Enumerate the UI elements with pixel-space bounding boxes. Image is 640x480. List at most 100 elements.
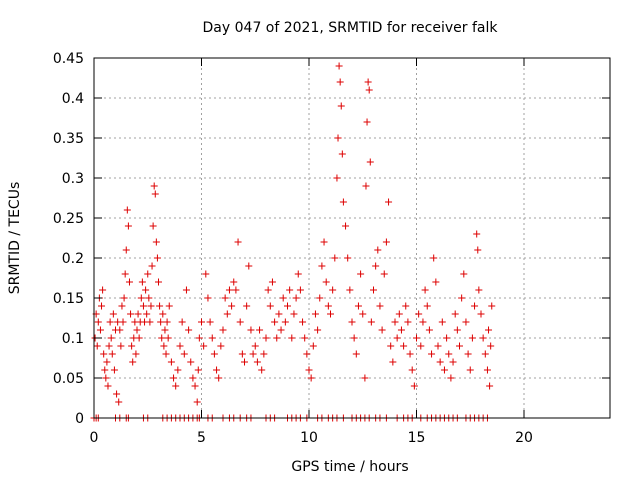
data-point (421, 286, 429, 294)
data-point (273, 334, 281, 342)
data-point (456, 342, 463, 350)
data-point (107, 334, 115, 342)
data-point (238, 350, 246, 358)
data-point (434, 342, 442, 350)
x-tick-label: 0 (90, 430, 99, 446)
data-point (251, 342, 259, 350)
data-point (215, 374, 223, 382)
data-point (258, 366, 266, 374)
data-point (464, 350, 472, 358)
data-point (129, 358, 137, 366)
data-point (98, 302, 106, 310)
data-point (185, 326, 193, 334)
data-point (466, 366, 474, 374)
data-point (385, 198, 393, 206)
data-point (178, 318, 186, 326)
data-point (423, 302, 431, 310)
data-point (119, 318, 127, 326)
data-point (348, 318, 356, 326)
data-point (410, 382, 418, 390)
data-point (415, 310, 423, 318)
axis-ticks: 0 0.05 0.1 0.15 0.2 0.25 0.3 0.35 0.4 0.45 0 5 10 15 2… (53, 51, 610, 446)
data-point (342, 222, 350, 230)
data-point (253, 358, 261, 366)
data-point (487, 342, 495, 350)
data-point (210, 350, 218, 358)
data-point (271, 318, 279, 326)
data-point (443, 334, 451, 342)
data-point (354, 302, 362, 310)
data-point (104, 382, 112, 390)
data-point (318, 262, 326, 270)
data-point (337, 102, 345, 110)
data-point (153, 254, 161, 262)
data-point (206, 318, 214, 326)
data-point (370, 286, 377, 294)
plot-area (90, 62, 496, 422)
data-point (146, 318, 154, 326)
data-point (187, 358, 195, 366)
data-point (327, 310, 334, 318)
data-point (102, 374, 110, 382)
x-tick-label: 5 (197, 430, 206, 446)
data-point (365, 86, 373, 94)
data-point (145, 294, 153, 302)
data-point (180, 350, 188, 358)
data-point (133, 326, 141, 334)
data-point (309, 342, 317, 350)
data-point (120, 294, 128, 302)
y-tick-label: 0 (75, 411, 84, 427)
data-point (109, 310, 117, 318)
data-point (331, 254, 339, 262)
data-point (189, 374, 197, 382)
data-point (143, 310, 151, 318)
data-point (249, 350, 257, 358)
data-point (316, 294, 324, 302)
chart-title: Day 047 of 2021, SRMTID for receiver fal… (203, 20, 499, 36)
data-point (155, 278, 162, 286)
data-point (299, 318, 307, 326)
data-point (350, 334, 358, 342)
data-point (150, 182, 158, 190)
data-point (359, 310, 367, 318)
data-point (241, 358, 248, 366)
data-point (268, 278, 276, 286)
data-point (234, 238, 242, 246)
data-point (202, 270, 210, 278)
data-point (124, 222, 132, 230)
data-point (176, 342, 184, 350)
data-point (151, 190, 159, 198)
data-point (174, 366, 182, 374)
data-point (127, 310, 135, 318)
data-point (329, 286, 337, 294)
data-point (335, 62, 343, 70)
data-point (137, 294, 145, 302)
data-point (156, 302, 164, 310)
data-point (230, 278, 238, 286)
data-point (277, 326, 285, 334)
data-point (336, 78, 344, 86)
data-point (301, 334, 309, 342)
grid (94, 58, 610, 418)
data-point (117, 342, 125, 350)
data-point (288, 334, 296, 342)
data-point (108, 350, 116, 358)
data-point (208, 334, 216, 342)
data-point (320, 238, 328, 246)
data-point (172, 382, 180, 390)
data-point (159, 310, 167, 318)
data-point (440, 366, 448, 374)
data-point (447, 374, 455, 382)
data-point (290, 310, 298, 318)
y-tick-label: 0.25 (53, 211, 84, 227)
data-point (139, 302, 147, 310)
data-point (413, 334, 420, 342)
y-tick-label: 0.4 (62, 91, 84, 107)
data-point (135, 334, 143, 342)
data-point (419, 318, 427, 326)
data-point (445, 350, 453, 358)
data-point (334, 134, 342, 142)
data-point (400, 342, 408, 350)
data-point (157, 318, 165, 326)
